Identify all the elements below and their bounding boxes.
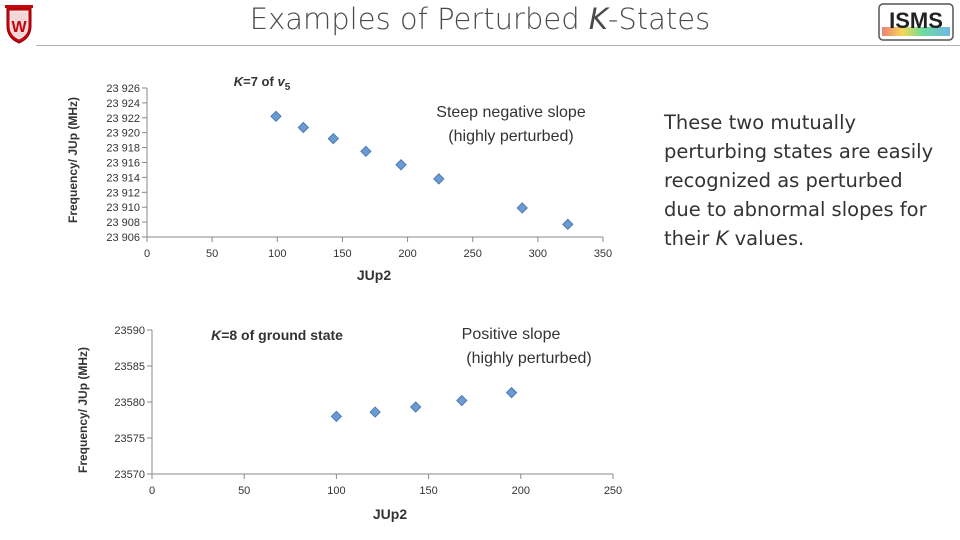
chart2-title: K=8 of ground state: [211, 327, 343, 343]
chart1-y-tick-label: 23 922: [106, 113, 140, 125]
chart1-x-tick-label: 0: [144, 248, 150, 260]
chart1-data-point: [270, 110, 282, 123]
svg-text:ISMS: ISMS: [889, 8, 943, 33]
chart2-annotation-line1: Positive slope: [462, 326, 561, 343]
chart1-x-tick-label: 200: [398, 248, 416, 260]
chart1-x-tick-label: 350: [594, 248, 612, 260]
chart1-x-tick-label: 250: [464, 248, 482, 260]
chart1-y-tick-label: 23 914: [106, 172, 140, 184]
title-divider: [35, 45, 960, 46]
explanation-k: K: [715, 227, 729, 250]
explanation-text: These two mutually perturbing states are…: [664, 108, 944, 253]
chart2-x-tick-label: 100: [327, 485, 345, 497]
svg-text:W: W: [11, 19, 27, 36]
chart1-y-tick-label: 23 910: [106, 202, 140, 214]
chart1-x-tick-label: 100: [268, 248, 286, 260]
chart2-data-point: [505, 386, 518, 399]
chart2-y-tick-label: 23570: [114, 469, 145, 481]
chart1-y-tick-label: 23 912: [106, 187, 140, 199]
chart1-x-tick-label: 150: [333, 248, 351, 260]
isms-logo: ISMS: [878, 3, 954, 41]
chart1-y-tick-label: 23 926: [106, 83, 140, 95]
explanation-main: These two mutually perturbing states are…: [664, 111, 934, 250]
chart1-title: K=7 of v5: [234, 74, 291, 93]
chart1-data-point: [327, 132, 340, 145]
chart1-data-point: [395, 159, 407, 171]
chart2-y-tick-label: 23580: [114, 397, 145, 409]
chart2-x-tick-label: 200: [512, 485, 530, 497]
chart1-y-tick-label: 23 918: [106, 143, 140, 155]
chart2-data-point: [409, 401, 422, 413]
title-prefix: Examples of Perturbed: [249, 2, 589, 36]
chart2-y-tick-label: 23585: [114, 361, 145, 373]
chart1-data-point: [360, 145, 372, 158]
chart1-data-point: [562, 218, 574, 231]
chart2-x-tick-label: 250: [604, 485, 622, 497]
chart2-data-point: [330, 410, 343, 423]
chart1-y-tick-label: 23 924: [106, 98, 140, 110]
chart2-annotation-line2: (highly perturbed): [466, 350, 591, 367]
chart2-y-tick-label: 23575: [114, 433, 145, 445]
chart2-x-tick-label: 0: [149, 485, 155, 497]
chart1-x-tick-label: 50: [206, 248, 218, 260]
chart2-data-point: [456, 394, 468, 407]
chart2-x-tick-label: 50: [238, 485, 250, 497]
chart2-y-tick-label: 23590: [114, 325, 145, 337]
chart1-x-tick-label: 300: [529, 248, 547, 260]
chart1-y-tick-label: 23 916: [106, 158, 140, 170]
chart1-y-tick-label: 23 908: [106, 217, 140, 229]
chart1-data-point: [433, 173, 445, 185]
chart1-y-tick-label: 23 906: [106, 232, 140, 244]
university-crest-logo: W: [2, 2, 36, 46]
chart1-data-point: [516, 202, 528, 214]
page-title: Examples of Perturbed K-States: [0, 2, 960, 36]
chart1-y-axis-label: Frequency/ JUp (MHz): [66, 97, 80, 223]
explanation-end: values.: [728, 227, 805, 250]
chart1-data-point: [297, 121, 310, 134]
title-suffix: -States: [607, 2, 711, 36]
chart1-y-tick-label: 23 920: [106, 128, 140, 140]
chart2-x-axis-label: JUp2: [373, 506, 407, 522]
title-k: K: [588, 2, 608, 36]
chart2-y-axis-label: Frequency/ JUp (MHz): [76, 347, 90, 473]
chart1-x-axis-label: JUp2: [357, 267, 391, 283]
chart1-annotation-line2: (highly perturbed): [448, 128, 573, 145]
chart2-x-tick-label: 150: [419, 485, 437, 497]
chart1-annotation-line1: Steep negative slope: [436, 104, 586, 121]
chart2-data-point: [369, 406, 381, 418]
